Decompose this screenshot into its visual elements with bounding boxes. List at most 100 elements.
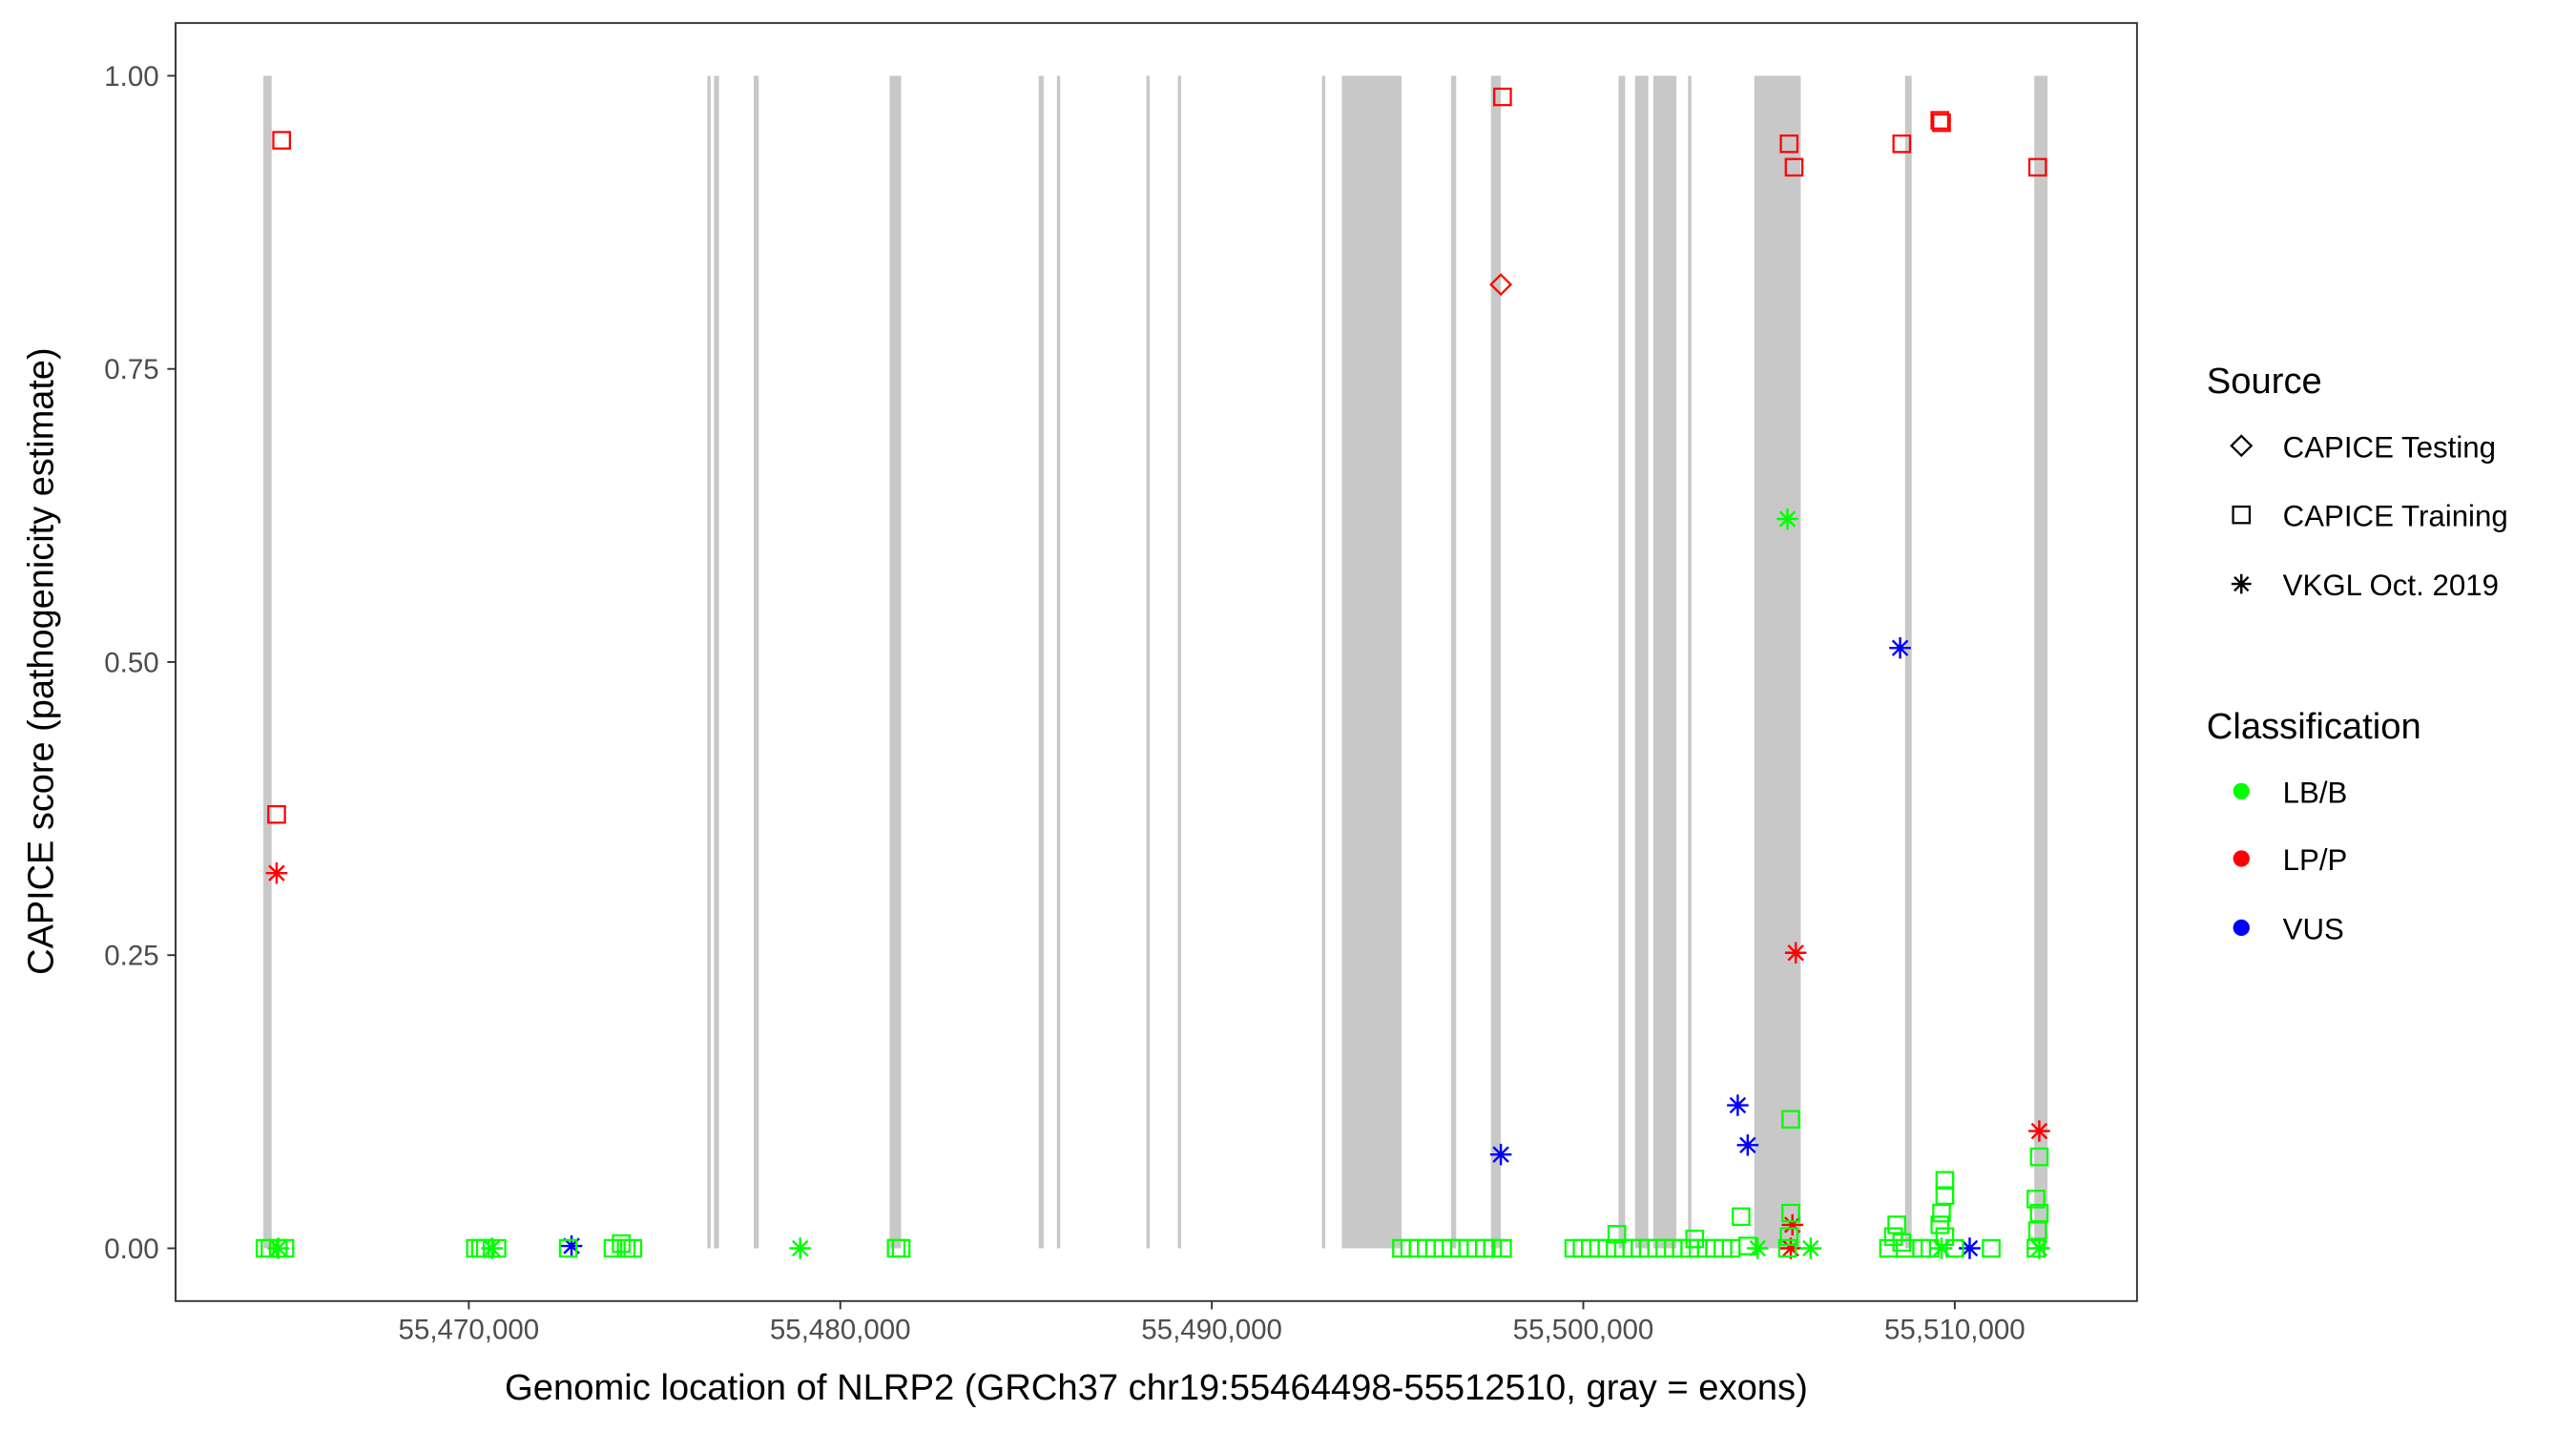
exon-band — [1634, 75, 1649, 1249]
point-vkgl — [1959, 1237, 1981, 1259]
point-capice-training — [272, 131, 291, 150]
y-tick-label: 0.25 — [104, 941, 158, 972]
point-capice-training — [1945, 1238, 1964, 1258]
legend-item-capice-training: CAPICE Training — [2283, 500, 2508, 533]
point-vkgl — [1779, 1237, 1802, 1259]
legend-key-asterisk-icon — [2231, 573, 2252, 594]
point-capice-training — [466, 1238, 486, 1258]
point-capice-training — [1784, 157, 1804, 177]
y-axis: 0.00 0.25 0.50 0.75 1.00 — [104, 61, 177, 1265]
point-capice-training — [1777, 1238, 1797, 1258]
exon-band — [1056, 75, 1061, 1249]
exon-band — [2034, 75, 2048, 1249]
point-capice-training — [1607, 1224, 1627, 1244]
point-capice-training — [1779, 1227, 1799, 1246]
legend-item-lpp: LP/P — [2283, 843, 2348, 877]
exon-band — [1754, 75, 1801, 1249]
x-tick-label: 55,480,000 — [770, 1315, 911, 1346]
x-tick-label: 55,470,000 — [399, 1315, 540, 1346]
plot-panel-border — [175, 22, 2138, 1302]
legend-title-classification: Classification — [2207, 707, 2421, 747]
point-capice-training — [891, 1238, 911, 1258]
point-vkgl — [1889, 637, 1911, 659]
point-vkgl — [560, 1234, 583, 1257]
point-capice-training — [1781, 1110, 1800, 1130]
exon-band — [1904, 75, 1912, 1249]
exon-band — [1618, 75, 1626, 1249]
point-capice-training — [1732, 1207, 1751, 1227]
exon-band — [1490, 75, 1502, 1249]
point-capice-testing — [1489, 273, 1513, 297]
point-vkgl — [1736, 1134, 1759, 1156]
point-capice-training — [612, 1234, 631, 1254]
point-vkgl — [2231, 573, 2252, 594]
point-vkgl — [2028, 1237, 2050, 1259]
point-capice-training — [1892, 134, 1912, 154]
point-capice-training — [475, 1238, 495, 1258]
exon-band — [1146, 75, 1151, 1249]
exon-band — [1038, 75, 1044, 1249]
exon-band — [1688, 75, 1692, 1249]
exon-band — [754, 75, 759, 1249]
y-tick-label: 0.00 — [104, 1234, 158, 1265]
exon-band — [1177, 75, 1182, 1249]
point-capice-training — [1930, 1215, 1950, 1234]
point-vkgl — [1930, 1237, 1953, 1259]
point-capice-training — [2026, 1238, 2046, 1258]
point-vkgl — [789, 1237, 811, 1259]
legend-item-lbb: LB/B — [2283, 776, 2348, 809]
point-capice-training — [1781, 1203, 1800, 1223]
point-vkgl — [1776, 508, 1798, 530]
point-capice-training — [2027, 1221, 2047, 1240]
x-tick-label: 55,510,000 — [1884, 1315, 2025, 1346]
y-tick-label: 0.50 — [104, 647, 158, 678]
point-capice-training — [1779, 134, 1799, 154]
legend-key-vus-dot-icon — [2233, 919, 2250, 937]
x-tick-label: 55,490,000 — [1141, 1315, 1282, 1346]
point-capice-training — [1892, 1233, 1912, 1253]
point-capice-training — [2027, 157, 2047, 177]
exon-band — [263, 75, 272, 1249]
point-capice-training — [1493, 87, 1512, 107]
exon-band — [707, 75, 711, 1249]
point-vkgl — [265, 861, 288, 884]
legend-item-vkgl: VKGL Oct. 2019 — [2283, 569, 2499, 602]
legend-key-lpp-dot-icon — [2233, 850, 2250, 867]
point-vkgl — [2028, 1120, 2050, 1142]
exon-band — [889, 75, 902, 1249]
point-vkgl — [1727, 1094, 1749, 1116]
point-capice-training — [2029, 1203, 2049, 1223]
point-capice-training — [267, 804, 286, 824]
point-vkgl — [1489, 1143, 1512, 1166]
y-tick-label: 1.00 — [104, 61, 158, 93]
point-vkgl — [1799, 1237, 1822, 1259]
legend-key-lbb-dot-icon — [2233, 782, 2250, 799]
point-capice-training — [1483, 1238, 1503, 1258]
legend: Source CAPICE Testing CAPICE Training VK… — [2207, 362, 2508, 945]
y-tick-label: 0.75 — [104, 354, 158, 385]
point-capice-training — [1887, 1215, 1906, 1234]
point-capice-training — [488, 1238, 507, 1258]
point-capice-training — [623, 1238, 643, 1258]
point-vkgl — [1746, 1237, 1769, 1259]
point-capice-training — [1932, 1203, 1951, 1223]
point-capice-training — [1982, 1238, 2001, 1258]
point-capice-training — [1493, 1238, 1512, 1258]
point-capice-training — [1930, 111, 1950, 130]
point-capice-training — [1932, 113, 1951, 133]
x-tick-label: 55,500,000 — [1513, 1315, 1654, 1346]
point-capice-training — [2029, 1147, 2049, 1167]
point-capice-training — [1685, 1229, 1705, 1249]
x-axis: 55,470,000 55,480,000 55,490,000 55,500,000… — [399, 1300, 2025, 1346]
point-capice-training — [1935, 1171, 1955, 1190]
point-capice-training — [1935, 1227, 1955, 1246]
y-axis-title: CAPICE score (pathogenicity estimate) — [21, 347, 61, 974]
legend-item-vus: VUS — [2283, 913, 2344, 946]
exon-band — [714, 75, 719, 1249]
data-points — [256, 87, 2050, 1259]
point-vkgl — [1784, 942, 1807, 964]
exon-band — [1451, 75, 1457, 1249]
legend-key-square-icon — [2232, 505, 2252, 525]
exon-band — [1341, 75, 1402, 1249]
